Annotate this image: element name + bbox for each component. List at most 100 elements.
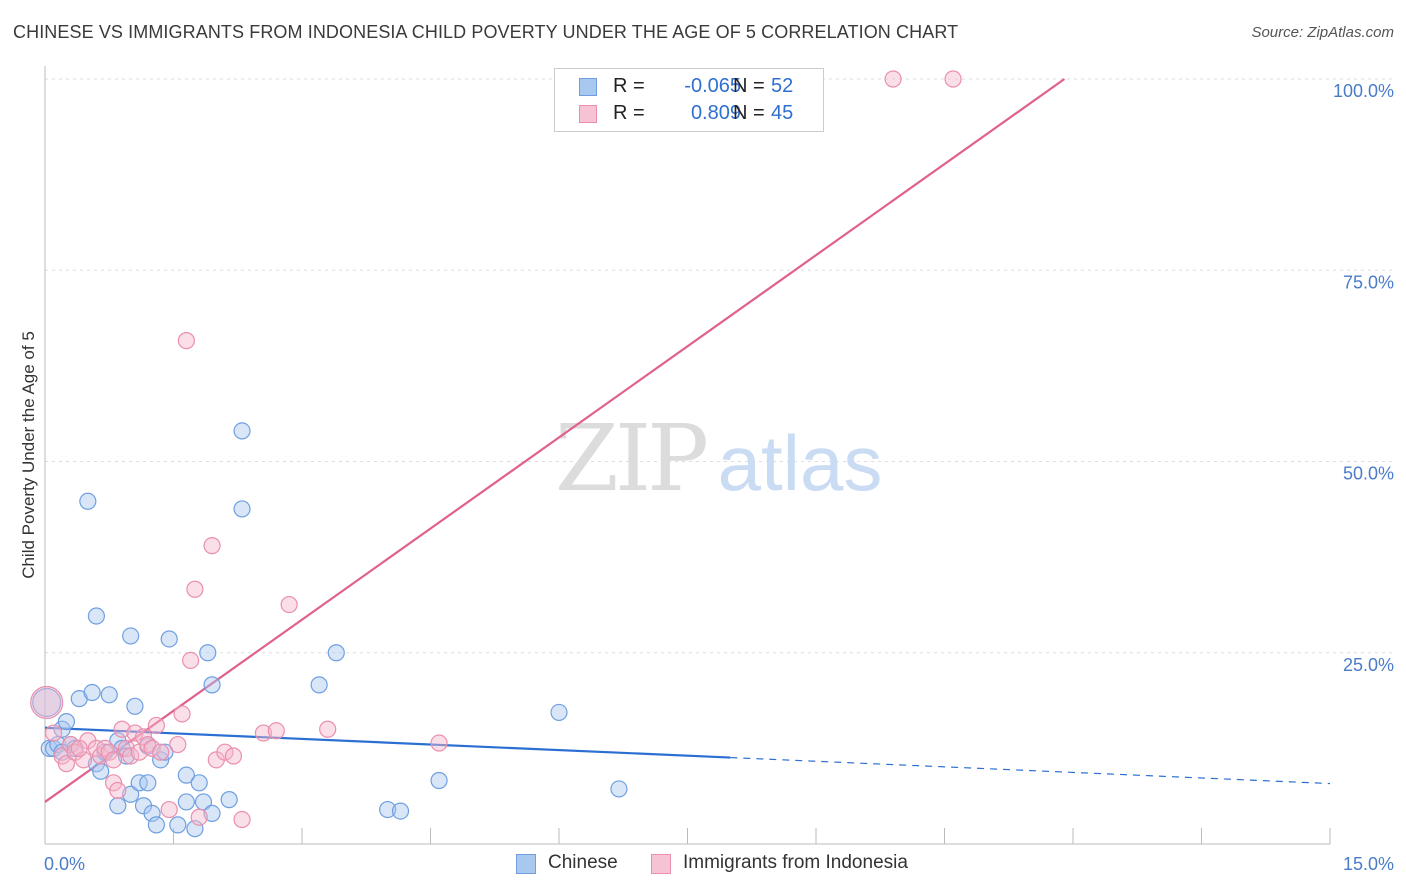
point-indonesia [280, 595, 298, 614]
point-chinese [139, 774, 157, 792]
point-chinese [310, 676, 328, 694]
r-label: R = [613, 102, 645, 124]
point-chinese [233, 422, 251, 440]
point-indonesia [944, 70, 962, 88]
point-chinese [169, 816, 187, 834]
point-chinese [391, 802, 410, 820]
point-indonesia [104, 751, 123, 769]
legend-row-chinese: R = -0.065 N = 52 [579, 75, 819, 101]
point-indonesia [169, 735, 187, 754]
point-chinese [32, 687, 62, 718]
point-indonesia [143, 739, 161, 757]
n-label: N = [733, 75, 765, 97]
point-indonesia [203, 537, 221, 555]
point-chinese [220, 791, 238, 809]
point-chinese [126, 697, 144, 715]
point-indonesia [430, 734, 448, 752]
point-indonesia [319, 720, 337, 738]
point-chinese [177, 793, 195, 811]
point-chinese [100, 686, 118, 704]
r-value: 0.809 [690, 102, 741, 124]
point-chinese [122, 785, 140, 803]
trend-line-chinese-extrapolated [730, 756, 1331, 785]
point-indonesia [182, 651, 200, 670]
point-indonesia [30, 685, 64, 720]
point-indonesia [190, 808, 208, 826]
y-tick-label: 50.0% [1343, 464, 1394, 484]
point-chinese [203, 804, 221, 823]
series-legend: Chinese Immigrants from Indonesia [0, 852, 1406, 878]
y-tick-label: 75.0% [1343, 272, 1394, 292]
point-chinese [550, 703, 568, 722]
n-value: 45 [771, 102, 794, 124]
point-indonesia [254, 724, 273, 742]
point-indonesia [186, 580, 204, 598]
legend-label-indonesia: Immigrants from Indonesia [683, 852, 908, 873]
point-indonesia [233, 810, 251, 829]
n-value: 52 [771, 75, 794, 97]
y-tick-label: 25.0% [1343, 655, 1394, 675]
axes [44, 66, 1331, 845]
point-indonesia [126, 724, 144, 742]
watermark-atlas: atlas [718, 419, 883, 507]
x-tick-label: 15.0% [1343, 854, 1394, 874]
point-chinese [203, 676, 221, 694]
point-indonesia [173, 705, 191, 723]
point-chinese [430, 771, 448, 790]
point-chinese [199, 644, 217, 662]
r-value: -0.065 [684, 75, 741, 97]
legend-swatch-pink [651, 854, 671, 874]
point-chinese [379, 800, 397, 819]
legend-swatch-blue [516, 854, 536, 874]
grid-lines [45, 78, 1394, 654]
point-indonesia [267, 722, 285, 740]
point-indonesia [122, 747, 140, 765]
stats-legend: R = -0.065 N = 52 R = 0.809 N = 45 [554, 68, 824, 132]
point-chinese [327, 644, 345, 662]
point-chinese [233, 500, 251, 518]
point-chinese [160, 630, 178, 648]
point-indonesia [224, 747, 243, 765]
point-chinese [57, 712, 76, 731]
point-chinese [610, 780, 628, 798]
point-chinese [122, 627, 140, 645]
watermark-zip: ZIP [555, 405, 706, 512]
y-axis-label: Child Poverty Under the Age of 5 [19, 331, 38, 579]
source-credit: Source: ZipAtlas.com [1251, 24, 1394, 41]
point-indonesia [147, 716, 165, 735]
n-label: N = [733, 102, 765, 124]
point-indonesia [44, 724, 63, 742]
point-chinese [79, 492, 97, 510]
point-chinese [92, 762, 110, 780]
point-indonesia [152, 743, 170, 761]
point-chinese [156, 743, 174, 761]
point-chinese [147, 816, 165, 834]
chart-title: CHINESE VS IMMIGRANTS FROM INDONESIA CHI… [13, 22, 959, 42]
trend-line-indonesia [44, 78, 1066, 803]
point-indonesia [216, 743, 234, 761]
watermark: ZIP atlas [555, 405, 882, 512]
point-indonesia [57, 755, 76, 773]
point-chinese [87, 607, 106, 625]
point-chinese [83, 683, 101, 702]
point-indonesia [177, 332, 195, 350]
point-indonesia [70, 739, 88, 757]
legend-label-chinese: Chinese [548, 852, 618, 873]
point-indonesia [884, 70, 902, 88]
r-label: R = [613, 75, 645, 97]
y-tick-label: 100.0% [1333, 81, 1394, 101]
x-tick-labels: 0.0% 15.0% [44, 854, 1394, 874]
data-points [30, 70, 962, 838]
point-indonesia [160, 800, 178, 819]
point-chinese [177, 766, 195, 784]
x-tick-label: 0.0% [44, 854, 85, 874]
legend-swatch-blue [579, 78, 597, 96]
point-chinese [109, 797, 127, 815]
legend-swatch-pink [579, 105, 597, 123]
point-indonesia [113, 720, 131, 738]
y-tick-labels: 25.0% 50.0% 75.0% 100.0% [1333, 81, 1394, 675]
point-indonesia [109, 781, 127, 800]
legend-row-indonesia: R = 0.809 N = 45 [579, 102, 819, 128]
point-chinese [190, 774, 208, 792]
